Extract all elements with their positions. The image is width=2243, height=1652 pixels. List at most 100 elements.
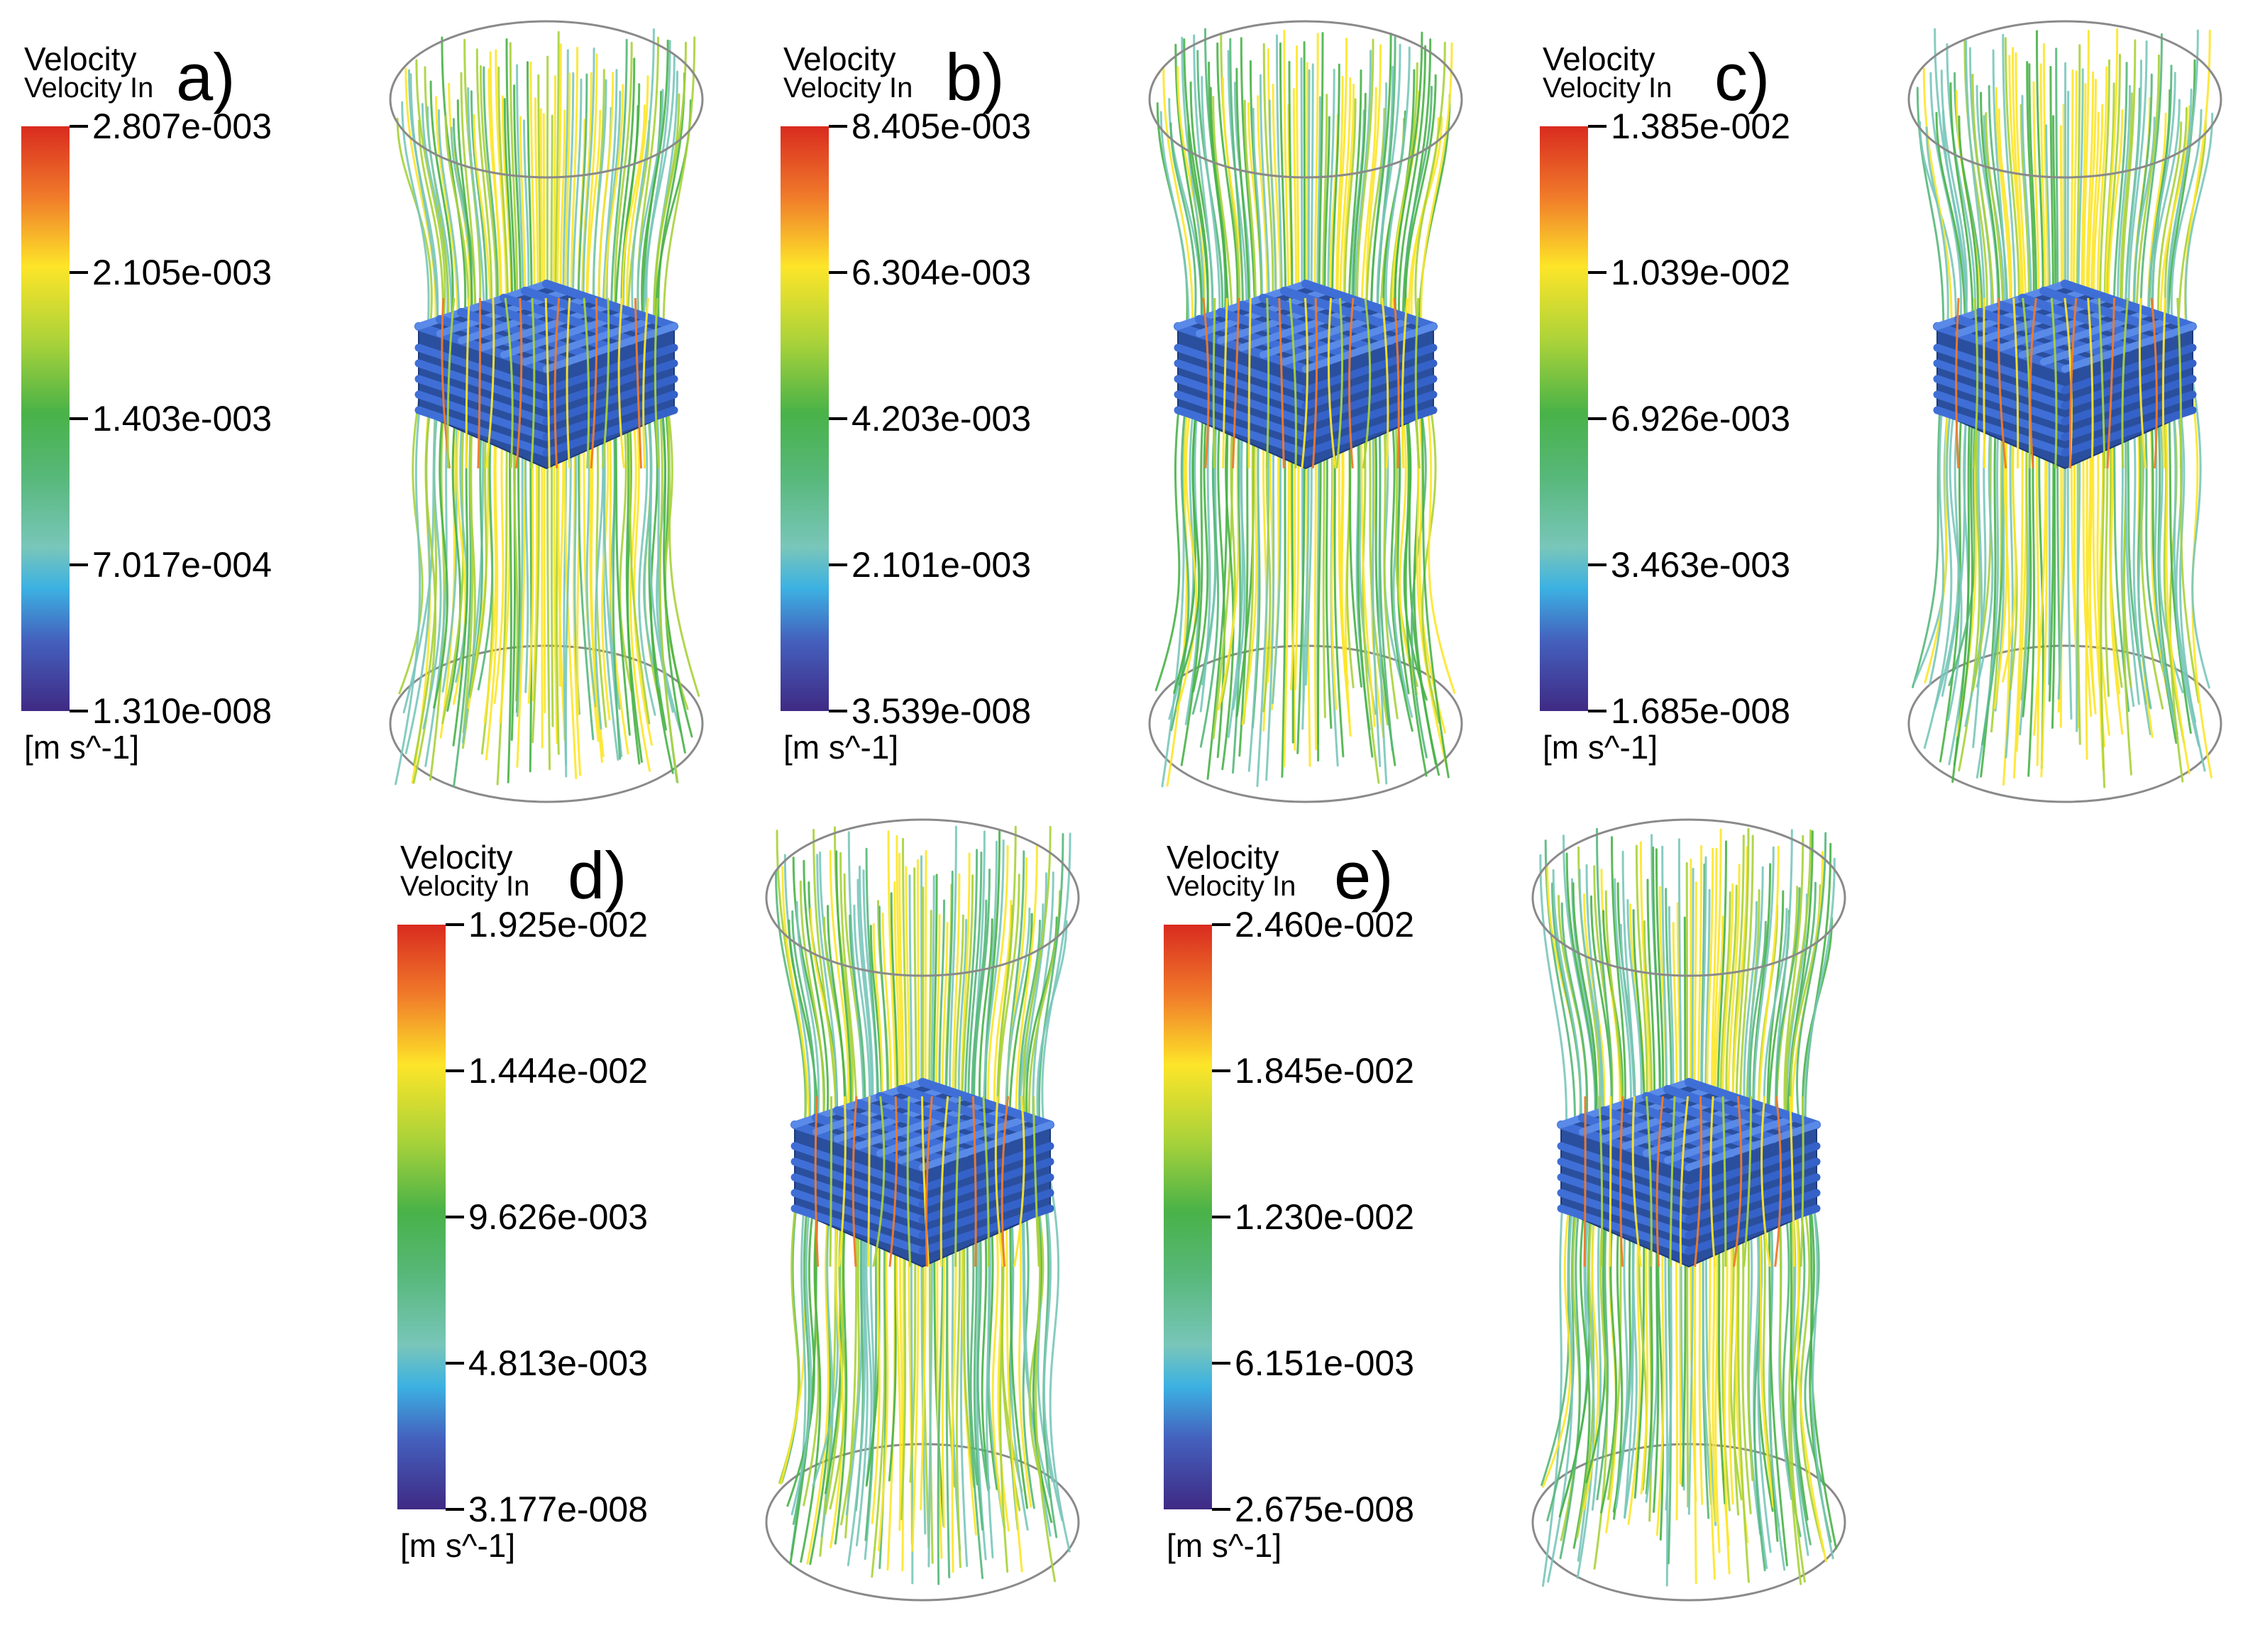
streamline	[1955, 297, 1960, 469]
scaffold-rod	[414, 359, 551, 410]
colorbar	[781, 126, 829, 711]
streamline	[2176, 297, 2183, 469]
scaffold-rod	[2061, 359, 2197, 410]
colorbar-tick	[829, 417, 847, 420]
legend: Velocity Velocity In b) 8.405e-003 6.304e-00…	[781, 0, 1107, 809]
streamline	[838, 1096, 847, 1267]
streamline	[530, 297, 536, 469]
streamline	[617, 297, 625, 469]
streamline	[1222, 297, 1228, 469]
colorbar-tick-label: 2.105e-003	[92, 253, 272, 292]
streamline	[1393, 297, 1400, 469]
streamline	[2150, 297, 2158, 469]
colorbar-tick	[70, 125, 88, 128]
streamline	[634, 297, 643, 469]
scaffold-rod	[2061, 406, 2197, 457]
legend-subtitle: Velocity In	[1167, 871, 1296, 902]
streamline	[642, 297, 649, 469]
streamline-render	[1531, 818, 1846, 1602]
legend-subtitle: Velocity In	[783, 72, 913, 104]
scaffold-rod	[542, 280, 678, 331]
streamline	[1972, 297, 1979, 469]
colorbar-tick-label: 4.203e-003	[852, 399, 1032, 439]
colorbar-tick-label: 8.405e-003	[852, 106, 1032, 146]
streamline	[1348, 297, 1355, 469]
scaffold-rod	[918, 1157, 1054, 1208]
colorbar-tick-label: 1.444e-002	[468, 1051, 649, 1091]
panel-letter: c)	[1714, 40, 1770, 114]
streamline	[925, 1096, 933, 1267]
streamline	[1212, 297, 1216, 469]
streamline	[2087, 297, 2094, 469]
panel-d: Velocity Velocity In d) 1.925e-002 1.444e-00…	[397, 798, 1135, 1607]
colorbar-tick-label: 2.460e-002	[1235, 905, 1415, 945]
streamline	[1327, 297, 1337, 469]
legend: Velocity Velocity In c) 1.385e-002 1.039e-00…	[1540, 0, 1866, 809]
scaffold-rod	[918, 1189, 1054, 1240]
scaffold-rod	[918, 1078, 1054, 1129]
colorbar-tick	[829, 271, 847, 274]
streamline	[852, 1096, 858, 1267]
colorbar-tick-label: 1.039e-002	[1611, 253, 1791, 292]
streamline	[982, 1096, 991, 1267]
colorbar-tick-label: 1.385e-002	[1611, 106, 1791, 146]
scaffold-rod	[1557, 1173, 1693, 1224]
colorbar-tick	[1212, 923, 1230, 926]
streamline	[1619, 1096, 1624, 1267]
colorbar-tick	[1588, 125, 1607, 128]
streamline-render	[765, 818, 1080, 1602]
streamline	[1401, 297, 1409, 469]
colorbar-tick-label: 1.685e-008	[1611, 691, 1791, 731]
streamlines	[1912, 28, 2214, 788]
colorbar-tick	[829, 563, 847, 566]
streamline	[971, 1096, 977, 1267]
scaffold-rod	[918, 1204, 1054, 1255]
colorbar-tick	[829, 125, 847, 128]
streamline	[1789, 1096, 1796, 1267]
streamline	[2161, 297, 2166, 469]
streamline	[954, 1096, 961, 1267]
streamline	[1232, 297, 1240, 469]
colorbar-unit: [m s^-1]	[1167, 1527, 1282, 1564]
streamline	[1265, 297, 1270, 469]
streamline	[1247, 297, 1252, 469]
colorbar-tick	[446, 1508, 464, 1511]
streamline	[590, 297, 598, 469]
streamline	[566, 297, 571, 469]
scaffold-rod	[1301, 280, 1438, 331]
panel-letter: e)	[1334, 838, 1394, 913]
panel-letter: b)	[945, 40, 1005, 114]
bottom-outlet-outline	[1907, 644, 2222, 803]
scaffold-rod	[1685, 1078, 1821, 1129]
scaffold-rod	[1933, 359, 2069, 410]
scaffold-rod	[1301, 406, 1438, 457]
scaffold-rod	[2061, 323, 2196, 373]
streamline	[553, 297, 561, 469]
colorbar-tick	[70, 417, 88, 420]
streamline	[601, 297, 610, 469]
scaffold-lattice	[790, 1078, 1054, 1268]
streamline	[872, 1096, 886, 1267]
legend-title: Velocity	[1167, 839, 1279, 876]
streamline	[2106, 297, 2116, 469]
scaffold-rod	[2040, 316, 2175, 365]
colorbar-tick-label: 1.925e-002	[468, 905, 649, 945]
colorbar-tick-label: 6.151e-003	[1235, 1343, 1415, 1383]
streamline	[1278, 297, 1285, 469]
streamline	[906, 1096, 912, 1267]
colorbar	[21, 126, 70, 711]
streamline	[1414, 297, 1421, 469]
scaffold-rod	[1933, 343, 2069, 395]
streamline	[1800, 1096, 1804, 1267]
colorbar-tick-label: 6.304e-003	[852, 253, 1032, 292]
streamline	[2050, 297, 2058, 469]
scaffold-rod	[1174, 343, 1310, 395]
scaffold-rod	[1685, 1204, 1821, 1255]
colorbar-tick	[1588, 710, 1607, 712]
colorbar-unit: [m s^-1]	[24, 729, 140, 766]
scaffold-rod	[414, 375, 551, 426]
colorbar-tick-label: 1.845e-002	[1235, 1051, 1415, 1091]
colorbar	[1540, 126, 1588, 711]
colorbar-tick-label: 7.017e-004	[92, 545, 272, 585]
colorbar-tick	[70, 710, 88, 712]
